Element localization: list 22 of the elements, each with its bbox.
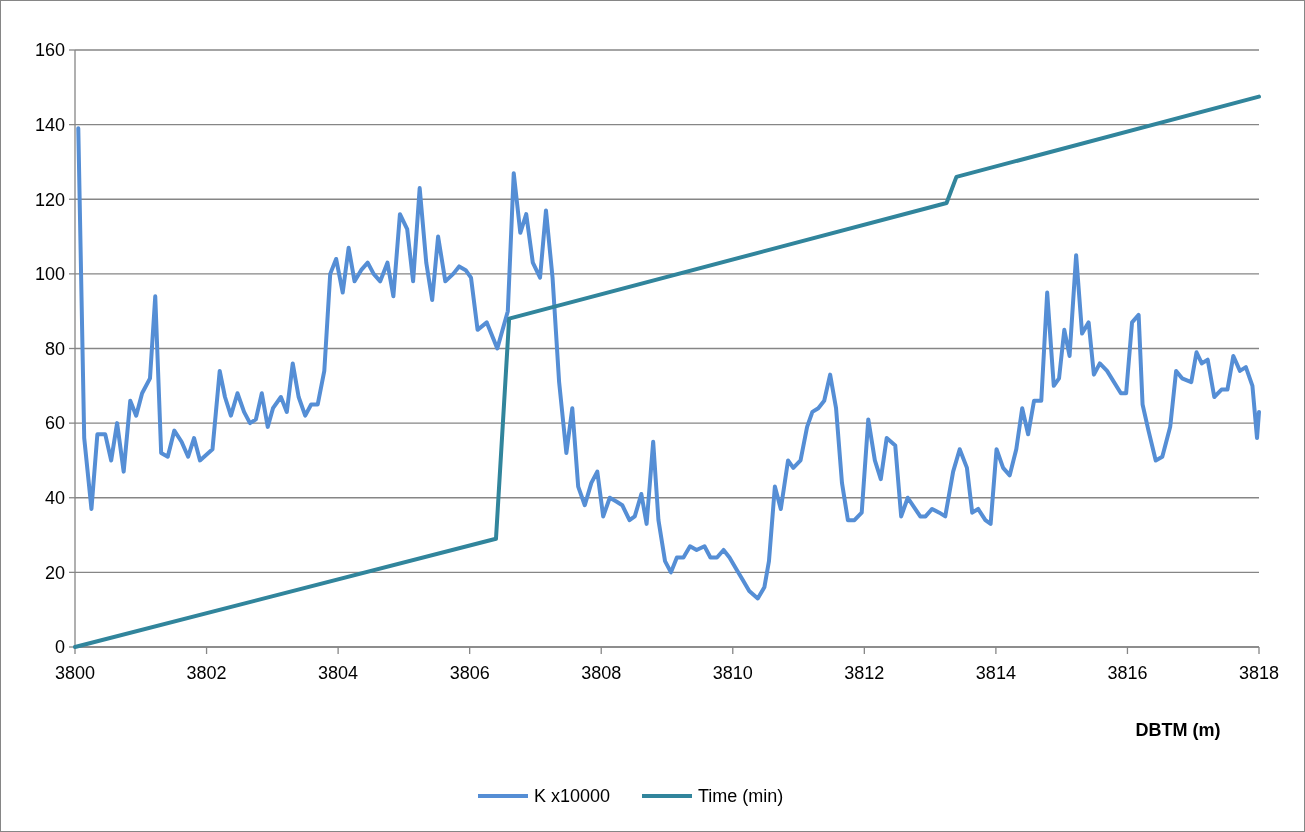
y-tick-label: 100 (34, 264, 65, 285)
x-tick-label: 3814 (975, 663, 1016, 683)
x-tick-label: 3810 (712, 663, 753, 683)
x-tick-label: 3818 (1238, 663, 1280, 683)
y-tick-label: 140 (34, 114, 65, 135)
y-tick-label: 20 (44, 562, 65, 583)
x-tick-label: 3806 (449, 663, 490, 683)
y-tick-label: 160 (34, 40, 65, 61)
y-tick-label: 40 (44, 488, 65, 509)
x-tick-label: 3804 (318, 663, 359, 683)
x-tick-label: 3812 (844, 663, 885, 683)
legend-label: Time (min) (698, 786, 784, 807)
x-axis-title: DBTM (m) (1135, 720, 1221, 740)
x-tick-label: 3800 (54, 663, 96, 683)
x-tick-label: 3808 (581, 663, 622, 683)
y-tick-label: 0 (54, 637, 65, 658)
legend-label: K x10000 (534, 786, 611, 807)
y-tick-label: 120 (34, 189, 65, 210)
x-tick-label: 3802 (186, 663, 227, 683)
y-tick-label: 60 (44, 413, 65, 434)
x-tick-label: 3816 (1107, 663, 1148, 683)
y-tick-label: 80 (44, 338, 65, 359)
